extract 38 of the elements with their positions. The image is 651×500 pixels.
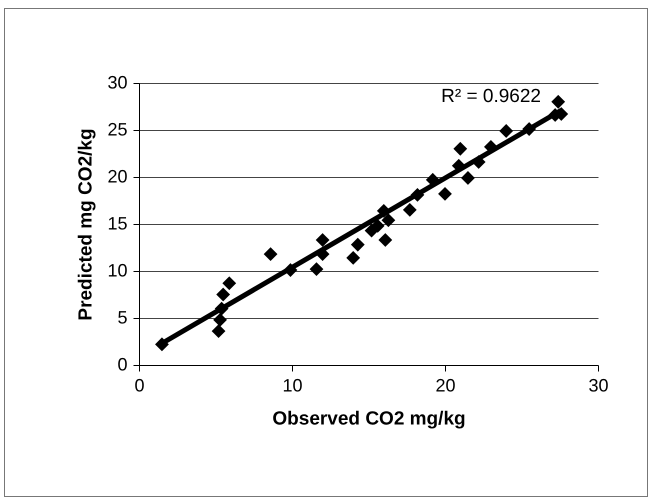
point [316, 233, 330, 247]
point [438, 187, 452, 201]
point [212, 324, 226, 338]
y-tick-label: 0 [117, 354, 128, 374]
y-tick-label: 10 [107, 260, 128, 280]
point [284, 263, 298, 277]
x-tick-label: 0 [134, 376, 145, 396]
y-tick-label: 20 [107, 166, 128, 186]
point [382, 213, 396, 228]
point [346, 250, 360, 265]
point [216, 288, 230, 302]
x-tick-label: 20 [435, 376, 456, 396]
point [370, 218, 385, 233]
point [264, 247, 278, 261]
point [551, 94, 566, 109]
point [213, 312, 227, 327]
point [378, 233, 392, 247]
point [350, 238, 365, 252]
point [453, 142, 468, 156]
y-tick-label: 30 [107, 72, 128, 92]
point [410, 188, 424, 202]
point [461, 171, 475, 185]
point [214, 302, 229, 316]
y-tick-label: 5 [117, 308, 128, 328]
x-axis-title: Observed CO2 mg/kg [272, 408, 466, 430]
y-axis-title: Predicted mg CO2/kg [75, 128, 96, 321]
point [155, 337, 169, 352]
point [522, 122, 536, 136]
x-tick-label: 30 [588, 376, 609, 396]
point [402, 203, 417, 217]
point [222, 276, 236, 290]
point [472, 155, 486, 169]
point [310, 262, 324, 276]
y-tick-label: 15 [107, 214, 128, 234]
y-tick-label: 25 [107, 120, 128, 140]
annotation: R² = 0.9622 [441, 86, 541, 107]
x-tick-label: 10 [282, 376, 303, 396]
point [499, 124, 514, 138]
